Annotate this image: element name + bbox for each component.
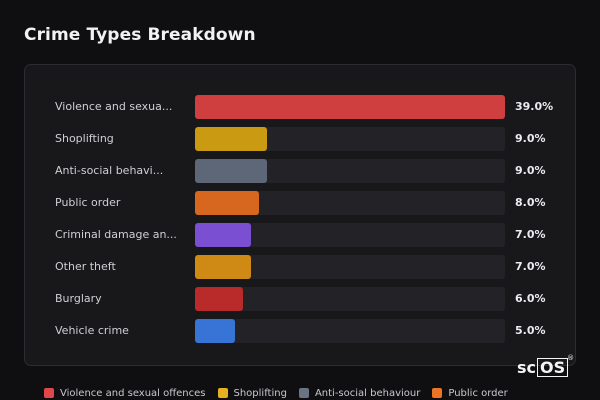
bar-value-label: 5.0%	[515, 324, 546, 337]
bar-value-label: 9.0%	[515, 164, 546, 177]
bar-track	[195, 287, 505, 311]
legend-item[interactable]: Violence and sexual offences	[44, 388, 206, 399]
bar-category-label: Public order	[55, 196, 121, 209]
bar-fill[interactable]	[195, 159, 267, 183]
bar-fill[interactable]	[195, 287, 243, 311]
brand-logo: sc OS ®	[517, 354, 574, 377]
bar-category-label: Other theft	[55, 260, 116, 273]
chart-card: Violence and sexua... 39.0% Shoplifting 9.0…	[24, 64, 576, 366]
bar-fill[interactable]	[195, 95, 505, 119]
bar-track	[195, 159, 505, 183]
bar-category-label: Burglary	[55, 292, 102, 305]
brand-boxed-text: OS	[537, 358, 569, 377]
bar-track	[195, 255, 505, 279]
bar-fill[interactable]	[195, 191, 259, 215]
legend-label: Violence and sexual offences	[60, 387, 206, 399]
bar-value-label: 8.0%	[515, 196, 546, 209]
bar-track	[195, 319, 505, 343]
bar-fill[interactable]	[195, 319, 235, 343]
bar-row[interactable]: Public order 8.0%	[25, 191, 577, 215]
bar-value-label: 9.0%	[515, 132, 546, 145]
bar-category-label: Criminal damage an...	[55, 228, 177, 241]
chart-legend: Violence and sexual offences Shoplifting…	[44, 386, 520, 400]
bar-category-label: Vehicle crime	[55, 324, 129, 337]
bar-fill[interactable]	[195, 127, 267, 151]
bar-category-label: Shoplifting	[55, 132, 114, 145]
bar-fill[interactable]	[195, 223, 251, 247]
bar-value-label: 39.0%	[515, 100, 554, 113]
bar-value-label: 7.0%	[515, 228, 546, 241]
bar-row[interactable]: Criminal damage an... 7.0%	[25, 223, 577, 247]
legend-swatch-icon	[44, 388, 54, 398]
bar-track	[195, 127, 505, 151]
legend-item[interactable]: Anti-social behaviour	[298, 387, 421, 399]
bar-row[interactable]: Shoplifting 9.0%	[25, 127, 577, 151]
bar-category-label: Anti-social behavi...	[55, 164, 164, 177]
bar-value-label: 6.0%	[515, 292, 546, 305]
bar-category-label: Violence and sexua...	[55, 100, 173, 113]
bar-value-label: 7.0%	[515, 260, 546, 273]
bar-row[interactable]: Violence and sexua... 39.0%	[25, 95, 577, 119]
bar-fill[interactable]	[195, 255, 251, 279]
bar-row[interactable]: Burglary 6.0%	[25, 287, 577, 311]
chart-title: Crime Types Breakdown	[24, 25, 256, 45]
brand-prefix: sc	[517, 358, 537, 377]
legend-label: Anti-social behaviour	[314, 387, 421, 399]
bar-row[interactable]: Other theft 7.0%	[25, 255, 577, 279]
legend-swatch-icon	[432, 388, 443, 398]
bar-track	[195, 191, 505, 215]
legend-item[interactable]: Public order	[432, 387, 508, 399]
bar-row[interactable]: Vehicle crime 5.0%	[25, 319, 577, 343]
legend-swatch-icon	[217, 388, 228, 398]
bar-track	[195, 223, 505, 247]
legend-item[interactable]: Shoplifting	[217, 387, 287, 399]
bar-row[interactable]: Anti-social behavi... 9.0%	[25, 159, 577, 183]
registered-mark-icon: ®	[567, 354, 575, 362]
legend-label: Public order	[448, 387, 508, 399]
bar-track	[195, 95, 505, 119]
legend-swatch-icon	[298, 388, 309, 398]
legend-label: Shoplifting	[233, 387, 287, 399]
